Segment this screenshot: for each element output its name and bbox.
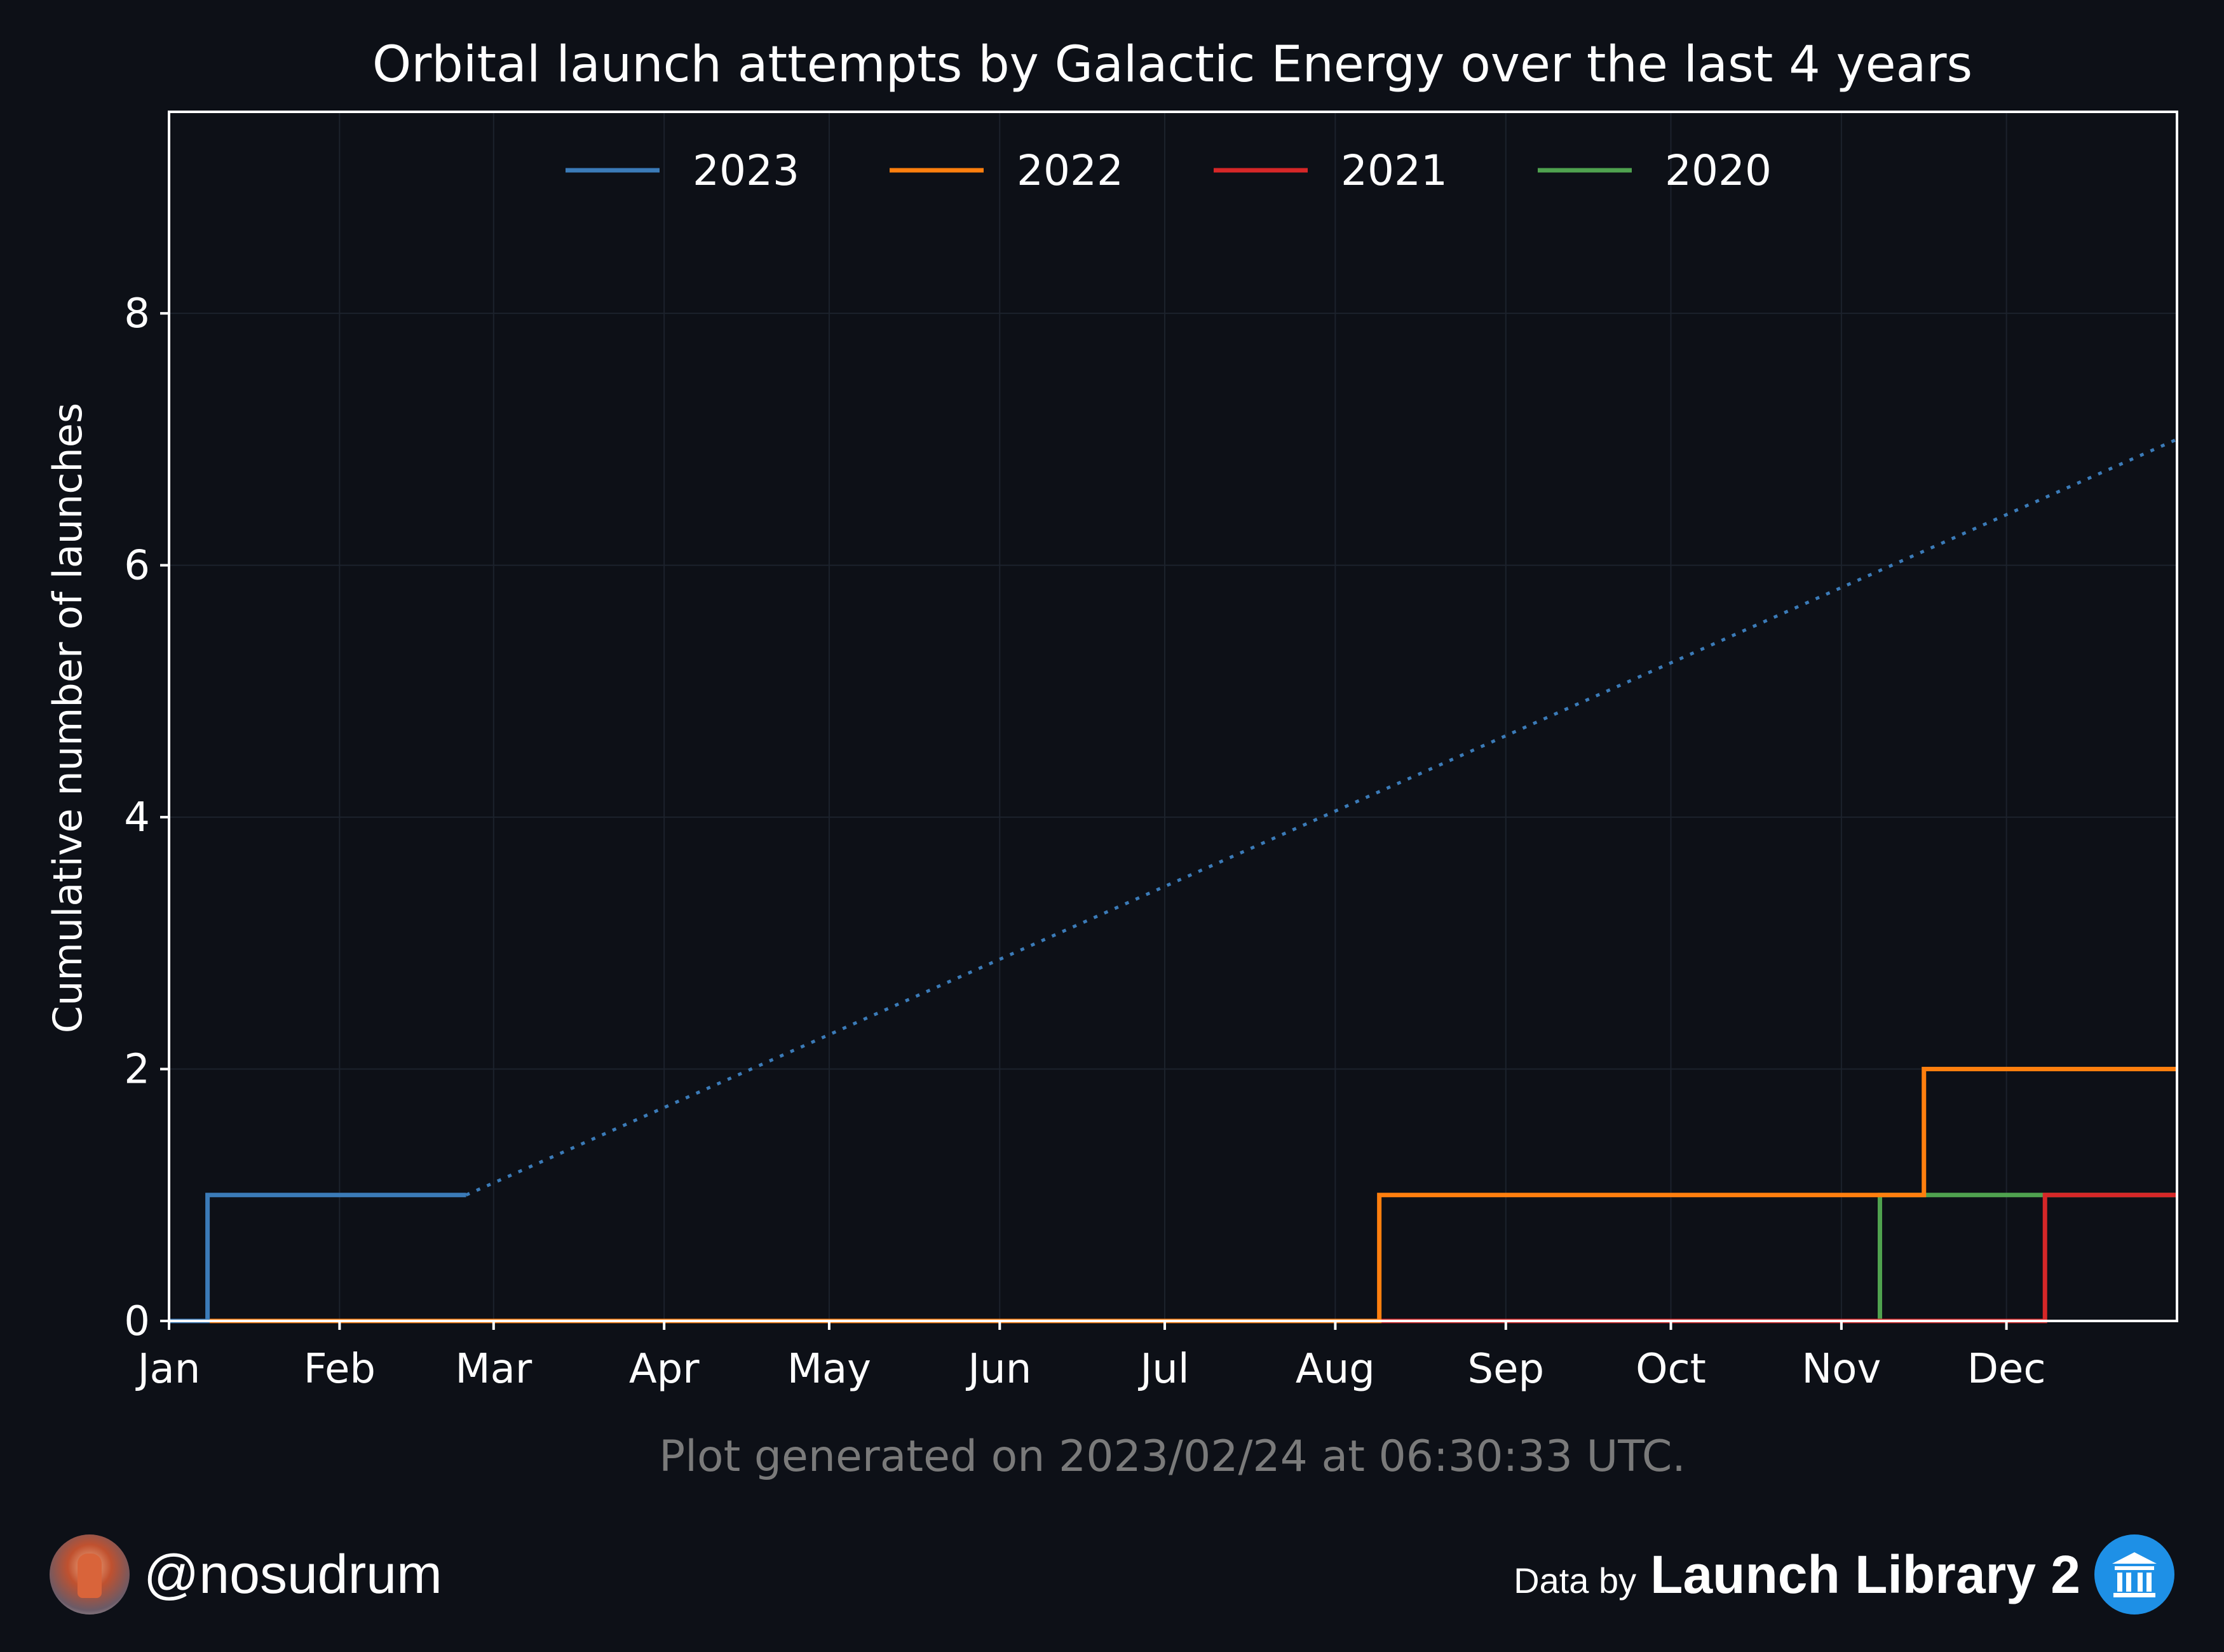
series-line-2022 [169,1067,2177,1324]
x-tick-label: Dec [1967,1346,2046,1393]
legend-label-2022: 2022 [1017,146,1123,195]
x-tick-label: Jun [965,1346,1031,1393]
author-handle: @nosudrum [144,1543,442,1605]
x-tick-label: Jan [135,1346,201,1393]
x-tick-label: Oct [1636,1346,1706,1393]
projection-line-2023 [465,438,2178,1197]
chart-title: Orbital launch attempts by Galactic Ener… [372,36,1972,93]
plot-area-frame [168,111,2178,1322]
author-credit: @nosudrum [50,1534,442,1615]
axis-ticks: Jan Feb Mar Apr May Jun Jul Aug Sep Oct Nov Dec 0 2 4 6… [124,290,2045,1393]
x-tick-label: Nov [1801,1346,1881,1393]
legend-label-2021: 2021 [1341,146,1448,195]
launch-library-logo-icon [2094,1534,2174,1615]
series-lines [169,438,2178,1324]
series-line-2020 [169,1193,2177,1324]
x-tick-label: May [787,1346,871,1393]
series-line-2021 [169,1193,2177,1324]
x-tick-label: Aug [1296,1346,1375,1393]
x-tick-label: Mar [455,1346,532,1393]
legend: 2023 2022 2021 2020 [566,146,1772,195]
grid-lines [168,112,2177,1322]
y-axis-label: Cumulative number of launches [44,403,91,1033]
x-tick-label: Sep [1467,1346,1544,1393]
legend-label-2023: 2023 [693,146,799,195]
y-tick-label: 6 [124,543,150,590]
y-tick-label: 4 [124,794,150,841]
x-tick-label: Jul [1137,1346,1189,1393]
plot-generated-footnote: Plot generated on 2023/02/24 at 06:30:33… [659,1432,1686,1482]
x-tick-label: Apr [629,1346,700,1393]
launch-library-brand: Launch Library 2 [1650,1544,2080,1604]
astronaut-avatar-icon [50,1534,130,1615]
data-by-label: Data by [1514,1560,1637,1601]
series-line-2023 [169,1193,466,1324]
y-tick-label: 2 [124,1046,150,1093]
data-source-credit: Data by Launch Library 2 [1514,1534,2174,1615]
x-tick-label: Feb [304,1346,376,1393]
legend-label-2020: 2020 [1665,146,1772,195]
y-tick-label: 0 [124,1298,150,1345]
y-tick-label: 8 [124,290,150,337]
